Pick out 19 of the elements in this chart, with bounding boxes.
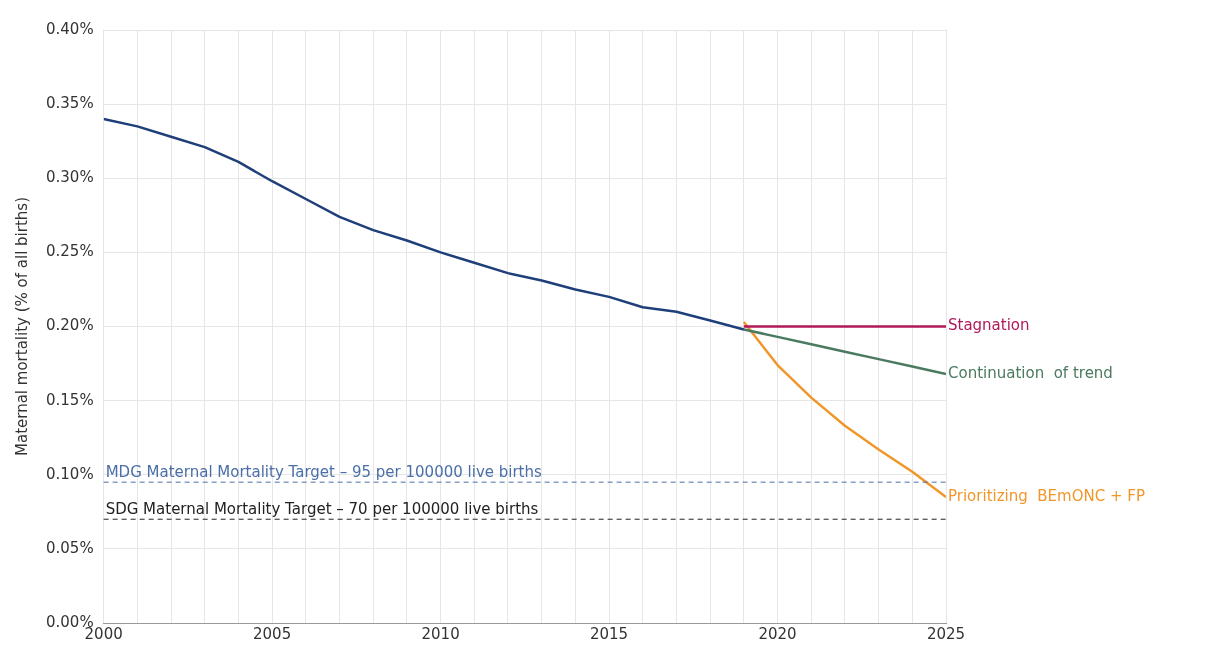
x-tick-label: 2010 xyxy=(421,624,460,643)
y-tick-label: 0.30% xyxy=(46,168,94,187)
y-tick-label: 0.15% xyxy=(46,390,94,409)
y-tick-label: 0.10% xyxy=(46,464,94,483)
ref-line-label: MDG Maternal Mortality Target – 95 per 100000 live births xyxy=(105,462,542,481)
y-tick-label: 0.40% xyxy=(46,19,94,38)
x-tick-label: 2025 xyxy=(926,624,966,643)
y-tick-label: 0.20% xyxy=(46,316,94,335)
series-label: Continuation of trend xyxy=(948,363,1113,382)
y-tick-label: 0.25% xyxy=(46,242,94,261)
ref-line-label: SDG Maternal Mortality Target – 70 per 100000 live births xyxy=(105,499,539,518)
x-tick-label: 2015 xyxy=(589,624,629,643)
y-tick-label: 0.35% xyxy=(46,94,94,113)
series-label: Prioritizing BEmONC + FP xyxy=(948,486,1145,505)
y-tick-label: 0.05% xyxy=(46,538,94,557)
y-axis-title: Maternal mortality (% of all births) xyxy=(12,197,31,456)
x-tick-label: 2020 xyxy=(758,624,797,643)
x-tick-label: 2005 xyxy=(253,624,292,643)
series-label: Stagnation xyxy=(948,316,1030,335)
